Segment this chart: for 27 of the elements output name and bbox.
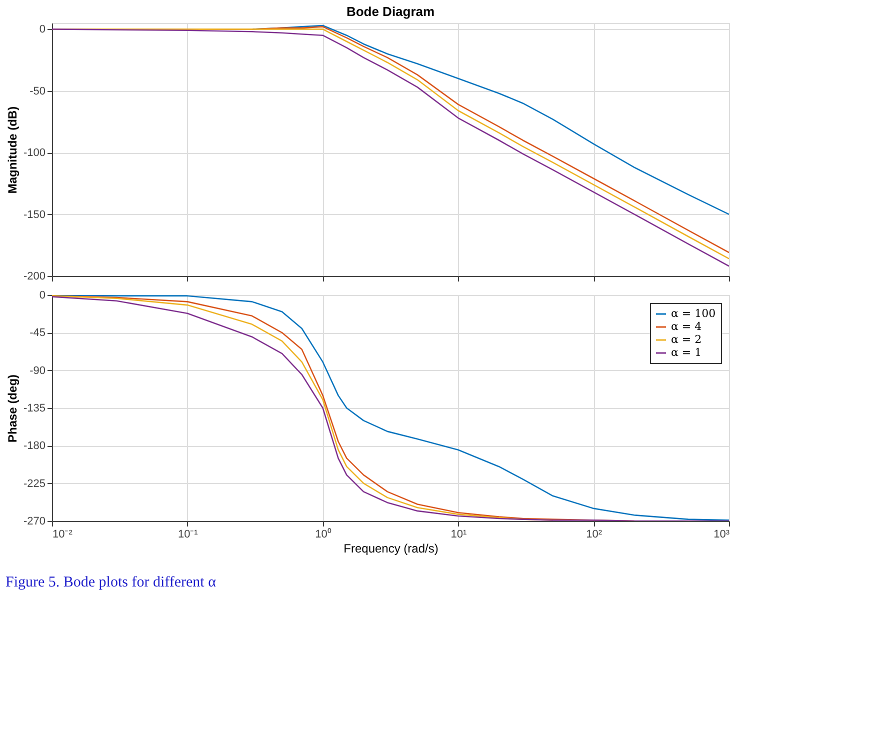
y-tick-label: -100 bbox=[23, 147, 46, 160]
y-axis-title: Magnitude (dB) bbox=[5, 106, 20, 194]
legend-label: α = 100 bbox=[671, 307, 716, 320]
legend-label: α = 4 bbox=[671, 320, 702, 333]
y-tick-label: -90 bbox=[30, 364, 46, 377]
y-tick-label: -270 bbox=[23, 516, 46, 528]
chart-title: Bode Diagram bbox=[346, 4, 435, 19]
legend-label: α = 1 bbox=[671, 346, 702, 359]
y-tick-label: 0 bbox=[39, 24, 46, 36]
y-tick-label: -200 bbox=[23, 270, 46, 282]
y-tick-label: -50 bbox=[30, 85, 46, 98]
y-tick-label: -45 bbox=[30, 327, 46, 340]
y-tick-label: -225 bbox=[23, 478, 46, 490]
y-axis-title: Phase (deg) bbox=[5, 374, 20, 443]
x-axis-title: Frequency (rad/s) bbox=[344, 542, 438, 556]
y-tick-label: -135 bbox=[23, 402, 46, 414]
x-tick-label: 10³ bbox=[714, 528, 730, 540]
x-tick-label: 10⁻² bbox=[52, 528, 73, 540]
x-tick-label: 10¹ bbox=[450, 528, 467, 540]
y-tick-label: -150 bbox=[23, 208, 46, 221]
y-tick-label: 0 bbox=[39, 290, 46, 302]
x-tick-label: 10² bbox=[586, 528, 602, 540]
x-tick-label: 10⁻¹ bbox=[178, 528, 198, 540]
x-tick-label: 10⁰ bbox=[315, 528, 332, 540]
y-tick-label: -180 bbox=[23, 440, 46, 452]
caption: Figure 5. Bode plots for different α bbox=[5, 574, 216, 590]
legend-label: α = 2 bbox=[671, 333, 702, 346]
